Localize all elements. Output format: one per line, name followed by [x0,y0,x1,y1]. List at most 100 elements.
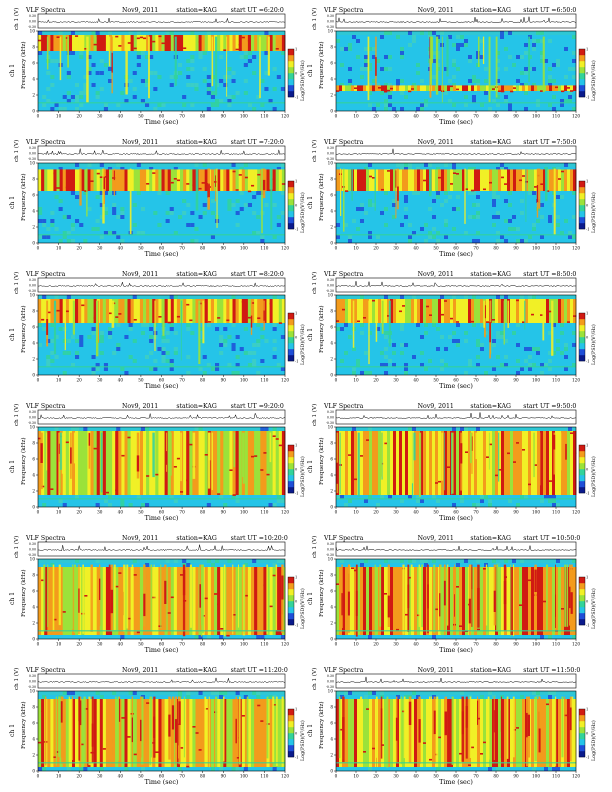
colorbar-tick-label: 1 [586,48,588,52]
emission-band-cell [198,699,202,767]
spectrogram-cell [536,695,540,699]
emission-band-cell [507,85,511,91]
emission-band-cell [363,169,367,191]
x-tick-label: 30 [393,114,399,119]
spectrogram-cell [103,207,108,211]
panel-date: Nov9, 2011 [418,7,454,14]
spectrogram-cell [38,51,43,55]
emission-band-cell [278,431,283,495]
emission-hotspot [84,708,88,710]
emission-band-cell [450,567,454,635]
emission-band-cell [564,699,568,767]
emission-hotspot [226,634,230,637]
spectrogram-cell [432,31,436,35]
emission-band-cell [65,431,70,495]
emission-band-cell [339,85,343,91]
sferic-core [281,575,284,600]
spectrogram-cell [532,767,536,771]
spectrogram-cell [388,91,392,95]
emission-band-cell [426,169,430,191]
spectrogram-cell [572,215,576,219]
emission-band-cell [420,299,424,323]
x-tick-label: 90 [513,510,519,515]
spectrogram-cell [128,79,133,83]
spectrogram-cell [186,59,191,63]
spectrogram-cell [182,95,187,99]
emission-band-cell [139,35,144,51]
spectrogram-cell [276,559,281,563]
emission-band-cell [354,299,358,323]
sferic-streak [510,564,512,636]
colorbar-segment [579,193,585,200]
spectrogram-cell [400,167,404,171]
spectrogram-cell [428,359,432,363]
y-tick-label: 2 [32,224,35,229]
colorbar-segment [579,331,585,338]
spectrogram-cell [492,223,496,227]
emission-hotspot [384,593,388,595]
amplitude-axis-label: ch 1 (V) [311,140,318,162]
sferic-streak [64,300,66,351]
spectrogram-cell [50,223,55,227]
emission-hotspot [438,480,442,483]
emission-band-cell [62,431,67,495]
spectrogram-cell [516,371,520,375]
emission-hotspot [257,173,261,176]
emission-band-cell [414,169,418,191]
spectrogram-cell [103,107,108,111]
spectrogram-cell [364,211,368,215]
spectrogram-cell [235,91,240,95]
spectrogram-cell [496,59,500,63]
spectrogram-image [38,295,286,375]
spectrogram-cell [198,691,203,695]
spectrogram-cell [564,367,568,371]
emission-band-cell [357,299,361,323]
x-tick-label: 100 [532,378,540,383]
emission-hotspot [254,455,258,457]
spectrogram-cell [388,95,392,99]
emission-band-cell [543,699,547,767]
emission-band-cell [501,85,505,91]
emission-band-cell [173,299,178,323]
emission-band-cell [143,35,147,51]
emission-band-cell [354,169,358,191]
emission-band-cell [441,567,445,635]
spectrogram-cell [340,327,344,331]
spectrogram-cell [424,559,428,563]
emission-band-cell [229,431,233,495]
sferic-streak [471,564,473,627]
emission-band-cell [549,169,553,191]
emission-band-cell [59,35,63,51]
emission-hotspot [238,174,243,176]
spectrogram-cell [388,83,392,87]
emission-band-cell [204,567,209,635]
spectrogram-cell [132,71,137,75]
spectrogram-cell [384,103,388,107]
emission-band-cell [453,299,457,323]
spectrogram-cell [452,503,456,507]
spectrogram-cell [252,559,257,563]
spectrogram-cell [496,335,500,339]
spectrogram-cell [206,635,211,639]
emission-hotspot [486,321,490,323]
spectrogram-cell [368,203,372,207]
spectrogram-cell [202,211,207,215]
amplitude-tick-label: 0.30 [327,14,334,18]
colorbar-tick-label: 0 [295,336,298,340]
emission-band-cell [351,699,355,767]
sferic-streak [266,564,268,634]
emission-band-cell [471,567,475,635]
spectrogram-cell [508,107,512,111]
spectrogram-cell [206,363,211,367]
colorbar-tick-label: 1 [295,576,297,580]
spectrogram-cell [452,43,456,47]
emission-hotspot [241,715,246,717]
emission-band-cell [269,35,273,51]
emission-band-cell [84,567,88,635]
spectrogram-cell [452,83,456,87]
emission-hotspot [223,49,227,51]
spectrogram-cell [66,231,71,235]
emission-hotspot [522,449,526,451]
amplitude-tick-label: 0.00 [327,152,334,156]
colorbar-label: Log(PSD)(V²/Hz) [590,456,597,497]
